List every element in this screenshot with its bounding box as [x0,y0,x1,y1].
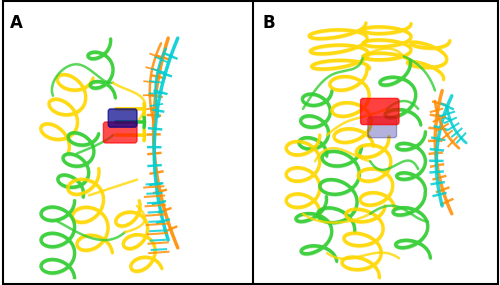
Text: B: B [262,14,275,32]
FancyBboxPatch shape [368,117,396,138]
Text: A: A [10,14,23,32]
FancyBboxPatch shape [108,109,137,127]
FancyBboxPatch shape [104,122,137,143]
FancyBboxPatch shape [360,98,399,125]
